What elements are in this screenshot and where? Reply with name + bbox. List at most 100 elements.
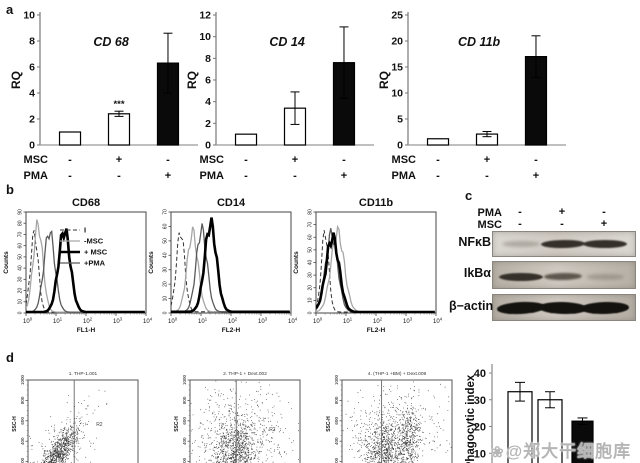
histogram-curve-I: [171, 232, 290, 313]
x-tick-label: 100: [168, 317, 178, 326]
x-axis-title: FL2-H: [367, 327, 386, 334]
panel-c-western-blot: c PMA - + - MSC - - + NFκB IkBα β−actin: [449, 185, 640, 345]
scatter-points: [190, 380, 299, 463]
y-axis-title: RQ: [9, 71, 23, 89]
x-tick-label: 103: [113, 317, 123, 326]
y-tick-label: 10: [308, 297, 314, 303]
blot-band: [538, 301, 588, 314]
y-tick-label: 20: [163, 281, 169, 287]
y-tick-label: 40: [474, 368, 486, 380]
scatter-points: [29, 389, 108, 463]
plot-title: 1. THP-1.001: [69, 371, 98, 377]
plot-frame: [341, 379, 453, 463]
y-tick-label: 30: [18, 276, 24, 282]
blot-label: IkBα: [463, 266, 491, 280]
gate-label: R2: [415, 427, 422, 433]
y-tick-label: 0: [29, 140, 35, 152]
y-tick-label: 5: [397, 114, 403, 126]
y-tick-label: 20: [391, 36, 403, 48]
lane-sign: -: [518, 206, 522, 218]
dot-plot-thp1: 1. THP-1.001 1000 800 600 400 200 SSC-H R2: [12, 371, 139, 463]
pma-row-label: PMA: [200, 170, 225, 182]
histogram-curve-+MSC: [171, 217, 290, 313]
y-tick-label: 0: [397, 140, 403, 152]
significance-stars: ***: [113, 99, 124, 110]
bar: [234, 133, 258, 146]
facs-histogram-cd68: CD68 0 10 20 30 40 50 60 70 80 90 Counts 100 101 102 10…: [3, 197, 152, 334]
x-axis-title: FL1-H: [77, 327, 96, 334]
y-tick-label: 10: [199, 31, 211, 43]
pma-row-label: PMA: [24, 170, 49, 182]
y-tick-label: 8: [29, 36, 35, 48]
histogram-curve-+MSC: [316, 232, 435, 313]
blot-band: [583, 240, 627, 248]
y-tick-label: 20: [18, 288, 24, 294]
plot-frame: [315, 211, 437, 314]
panel-b-label: b: [6, 182, 14, 197]
y-tick-label: 20: [308, 285, 314, 291]
blot-band: [540, 239, 586, 249]
y-tick-label: 50: [163, 238, 169, 244]
pma-sign: -: [485, 170, 489, 182]
chart-title: CD 11b: [458, 35, 501, 49]
bar-chart-cd68: 0 2 4 6 8 10 RQ CD 68 - - *** + - - + MSC PMA: [9, 10, 198, 182]
y-tick-label: 10: [18, 299, 24, 305]
y-tick-label: 50: [18, 254, 24, 260]
chart-title: CD68: [72, 197, 100, 209]
lane-sign: +: [558, 206, 566, 218]
y-tick-label: 70: [163, 209, 169, 215]
y-tick-label: 0: [308, 311, 314, 314]
y-tick-label: 8: [205, 53, 211, 65]
y-axis-title: SSC-H: [12, 416, 18, 432]
blot-band: [543, 272, 583, 281]
lane-sign: +: [600, 218, 608, 230]
x-tick-label: 103: [403, 317, 413, 326]
pma-sign: +: [165, 170, 171, 182]
y-tick-label: 0: [205, 140, 211, 152]
lane-sign: -: [602, 206, 606, 218]
y-tick-label: 800: [334, 396, 339, 404]
chart-title: CD14: [217, 197, 246, 209]
y-tick-label: 70: [308, 222, 314, 228]
plot-frame: [27, 379, 139, 463]
pma-sign: -: [293, 170, 297, 182]
dot-plot-thp1-bm-dext: 4. (THP-1 +BM) + Dext.009 1000 800 600 400 20…: [326, 371, 453, 463]
y-tick-label: 40: [163, 252, 169, 258]
pma-sign: +: [341, 170, 347, 182]
y-tick-label: 30: [308, 272, 314, 278]
x-tick-label: 102: [228, 317, 238, 326]
y-axis-title: Counts: [148, 251, 155, 274]
y-tick-label: 800: [20, 396, 25, 404]
y-tick-label: 10: [474, 448, 486, 460]
histogram-curve-+MSC: [26, 228, 145, 313]
msc-row-label: MSC: [24, 154, 49, 166]
lane-sign: -: [518, 218, 522, 230]
chart-title: CD 14: [269, 35, 304, 49]
panel-d-label: d: [6, 350, 14, 365]
y-tick-label: 600: [20, 417, 25, 425]
blot-label: β−actin: [449, 298, 494, 313]
legend-label: +PMA: [84, 259, 106, 268]
y-tick-label: 400: [334, 437, 339, 445]
msc-sign: +: [484, 154, 490, 166]
y-tick-label: 60: [163, 223, 169, 229]
y-axis-title: SSC-H: [326, 416, 332, 432]
x-tick-label: 104: [143, 317, 152, 326]
facs-histogram-cd14: CD14 0 10 20 30 40 50 60 70 Counts 100 101 102 103 104…: [148, 197, 297, 334]
y-tick-label: 12: [199, 10, 211, 22]
y-tick-label: 20: [474, 422, 486, 434]
msc-sign: -: [68, 154, 72, 166]
lane-row-pma: PMA - + -: [455, 206, 640, 219]
lane-sign: -: [560, 218, 564, 230]
plot-title: 2. THP-1 + Dext.002: [223, 371, 267, 377]
dot-plot-thp1-dext: 2. THP-1 + Dext.002 1000 800 600 400 200 SSC-H…: [174, 371, 301, 463]
y-tick-label: 90: [18, 209, 24, 215]
panel-a-label: a: [6, 2, 14, 17]
gate-label: R2: [96, 422, 103, 428]
y-axis-title: Phagocytic index: [465, 374, 477, 463]
pma-sign: +: [533, 170, 539, 182]
bar: [58, 131, 82, 146]
blot-strip-1: [492, 231, 636, 257]
